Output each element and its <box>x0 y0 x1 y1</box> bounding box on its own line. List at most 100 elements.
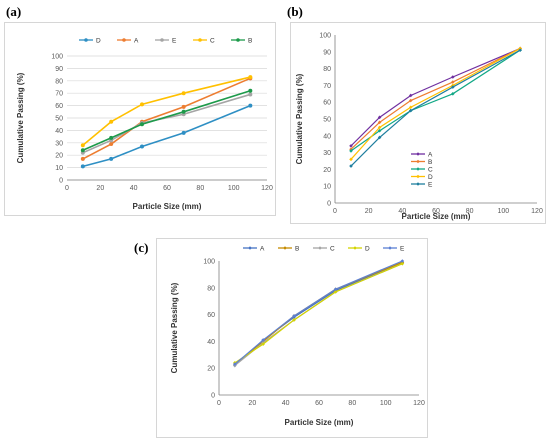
x-tick-label: 20 <box>248 400 256 407</box>
x-tick-label: 100 <box>497 208 509 215</box>
x-tick-label: 40 <box>398 208 406 215</box>
y-tick-label: 20 <box>207 366 215 373</box>
y-tick-label: 70 <box>323 83 331 90</box>
data-point <box>377 115 382 120</box>
x-tick-label: 100 <box>380 400 392 407</box>
x-tick-label: 60 <box>315 400 323 407</box>
series-line <box>234 261 403 366</box>
x-tick-label: 60 <box>432 208 440 215</box>
chart-svg-b: 0 10 20 30 40 50 60 70 80 90 100 0 20 40 60 80 100 120 Par… <box>295 33 543 222</box>
data-point <box>140 122 144 127</box>
x-tick-label: 40 <box>282 400 290 407</box>
panel-label-a: (a) <box>6 4 22 19</box>
y-tick-label: 0 <box>59 178 63 185</box>
data-point <box>248 103 253 108</box>
series-C <box>233 261 405 368</box>
legend-marker <box>198 38 202 42</box>
y-tick-label: 40 <box>55 128 63 135</box>
y-tick-label: 60 <box>207 312 215 319</box>
data-point <box>181 130 186 135</box>
data-point <box>408 98 413 103</box>
series-B <box>233 260 405 366</box>
chart-panel-c: 0 20 40 60 80 100 0 20 40 60 80 100 120 Particle Size… <box>156 238 428 438</box>
chart-svg-c: 0 20 40 60 80 100 0 20 40 60 80 100 120 Particle Size… <box>170 245 425 427</box>
legend-item: A <box>411 151 433 158</box>
series-E <box>80 92 253 155</box>
series-E <box>233 259 405 366</box>
y-tick-label: 20 <box>55 153 63 160</box>
x-axis-title: Particle Size (mm) <box>402 212 471 221</box>
data-point <box>451 75 455 79</box>
data-point <box>400 261 405 266</box>
legend-marker <box>388 246 392 250</box>
x-tick-label: 80 <box>466 208 474 215</box>
legend-label: C <box>210 37 215 44</box>
y-tick-label: 90 <box>55 66 63 73</box>
y-tick-label: 100 <box>203 259 215 266</box>
legend-marker <box>248 246 252 250</box>
series-line <box>350 49 521 152</box>
x-tick-label: 40 <box>130 185 138 192</box>
y-tick-label: 40 <box>323 133 331 140</box>
series-line <box>350 49 521 167</box>
data-point <box>181 104 186 109</box>
x-tick-label: 0 <box>217 400 221 407</box>
data-point <box>451 85 455 89</box>
legend-label: B <box>295 245 299 252</box>
series-line <box>234 261 403 365</box>
y-tick-label: 100 <box>319 33 331 40</box>
data-point <box>451 92 455 96</box>
chart-panel-a: 0 10 20 30 40 50 60 70 80 90 100 0 20 40 60 80 100 120 Par… <box>4 22 276 216</box>
legend-label: A <box>260 245 265 252</box>
panel-label-b: (b) <box>287 4 303 19</box>
x-tick-label: 80 <box>196 185 204 192</box>
data-point <box>408 108 413 113</box>
legend-item: E <box>383 245 405 252</box>
y-tick-label: 60 <box>323 100 331 107</box>
legend-label: D <box>365 245 370 252</box>
legend-item: A <box>117 37 139 44</box>
x-tick-label: 0 <box>333 208 337 215</box>
series-line <box>234 263 403 366</box>
data-point <box>109 156 114 161</box>
data-point <box>292 314 296 318</box>
legend-label: C <box>428 166 433 173</box>
legend-marker <box>318 246 322 250</box>
x-tick-label: 60 <box>163 185 171 192</box>
legend-label: B <box>428 159 432 166</box>
data-point <box>181 91 186 96</box>
y-axis-title: Cumulative Passing (%) <box>295 73 304 164</box>
y-tick-label: 10 <box>323 184 331 191</box>
series-line <box>234 260 403 365</box>
y-tick-label: 90 <box>323 49 331 56</box>
y-tick-label: 30 <box>55 140 63 147</box>
y-tick-label: 50 <box>323 117 331 124</box>
data-point <box>80 143 85 148</box>
legend-marker <box>84 38 88 42</box>
data-point <box>181 109 186 114</box>
y-tick-label: 80 <box>323 66 331 73</box>
x-tick-label: 120 <box>261 185 273 192</box>
y-tick-label: 10 <box>55 165 63 172</box>
y-tick-label: 80 <box>55 78 63 85</box>
legend-marker <box>283 246 287 250</box>
legend-marker <box>160 38 164 42</box>
legend-marker <box>122 38 126 42</box>
x-tick-label: 100 <box>228 185 240 192</box>
chart-svg-a: 0 10 20 30 40 50 60 70 80 90 100 0 20 40 60 80 100 120 Par… <box>16 37 273 211</box>
legend-label: A <box>428 151 433 158</box>
series-D <box>233 261 405 365</box>
legend-item: B <box>411 159 432 166</box>
legend-item: D <box>348 245 370 252</box>
data-point <box>408 93 413 98</box>
data-point <box>109 142 114 147</box>
legend-item: E <box>411 181 433 188</box>
y-tick-label: 30 <box>323 150 331 157</box>
data-point <box>109 135 114 140</box>
legend-item: C <box>193 37 215 44</box>
x-tick-label: 0 <box>65 185 69 192</box>
legend-label: B <box>248 37 252 44</box>
data-point <box>109 119 114 124</box>
legend-marker <box>416 182 420 186</box>
data-point <box>80 148 85 153</box>
